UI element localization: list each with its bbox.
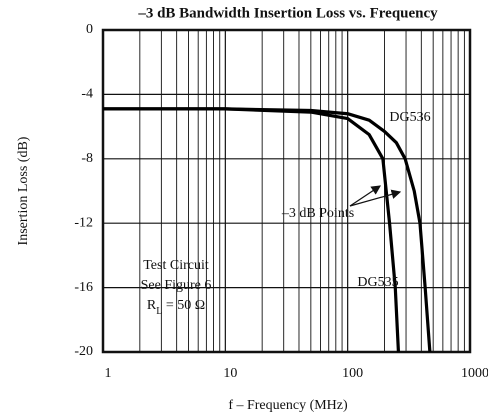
annotation: Test Circuit	[143, 258, 209, 273]
series-label: DG536	[389, 110, 430, 125]
arrow	[349, 189, 402, 207]
rl-label-part: R	[147, 298, 157, 313]
y-tick-label: 0	[86, 22, 93, 37]
rl-label: RL = 50 Ω	[147, 298, 205, 317]
x-tick-label: 1000	[461, 366, 488, 381]
arrow	[349, 185, 381, 207]
series-line	[103, 107, 432, 353]
annotation: –3 dB Points	[281, 206, 354, 221]
y-axis-label: Insertion Loss (dB)	[16, 136, 31, 245]
x-tick-label: 1	[105, 366, 112, 381]
series-label: DG535	[357, 275, 398, 290]
y-tick-label: -16	[74, 280, 93, 295]
x-tick-label: 100	[342, 366, 363, 381]
rl-label-part: L	[156, 306, 162, 317]
y-tick-label: -8	[81, 151, 93, 166]
x-tick-label: 10	[223, 366, 237, 381]
x-axis-label: f – Frequency (MHz)	[228, 398, 348, 413]
chart-title: –3 dB Bandwidth Insertion Loss vs. Frequ…	[137, 5, 438, 21]
y-tick-label: -20	[74, 344, 93, 359]
annotation: See Figure 6	[141, 278, 212, 293]
plot-frame	[101, 28, 472, 354]
y-tick-label: -12	[74, 215, 93, 230]
y-tick-label: -4	[81, 87, 93, 102]
rl-label-part: = 50 Ω	[162, 298, 205, 313]
series-line	[103, 107, 401, 353]
